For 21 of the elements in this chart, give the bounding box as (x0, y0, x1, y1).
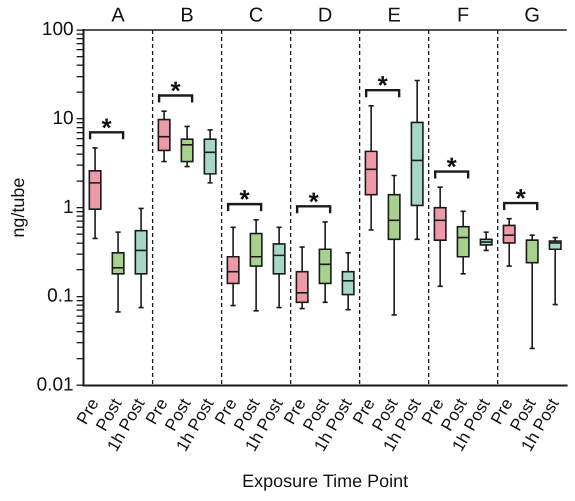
y-tick-label: 100 (42, 19, 74, 40)
annotation: * (446, 152, 458, 182)
y-tick-label: 0.1 (47, 286, 74, 307)
text: D (318, 4, 332, 27)
text: G (524, 4, 540, 27)
y-tick-label: 10 (52, 108, 74, 130)
annotation: * (240, 184, 251, 214)
annotation: * (516, 183, 527, 214)
annotation: * (102, 112, 113, 142)
text: E (387, 4, 401, 27)
x-axis-title: Exposure Time Point (242, 471, 408, 492)
annotation: * (378, 70, 389, 100)
text: C (248, 4, 264, 27)
annotation: * (308, 186, 320, 216)
y-tick-label: 0.01 (36, 374, 74, 396)
annotation: * (170, 76, 182, 106)
text: F (457, 4, 470, 27)
y-axis-title: ng/tube (8, 178, 28, 238)
y-tick-label: 1 (63, 196, 74, 218)
text: A (111, 4, 126, 27)
text: B (180, 4, 194, 27)
